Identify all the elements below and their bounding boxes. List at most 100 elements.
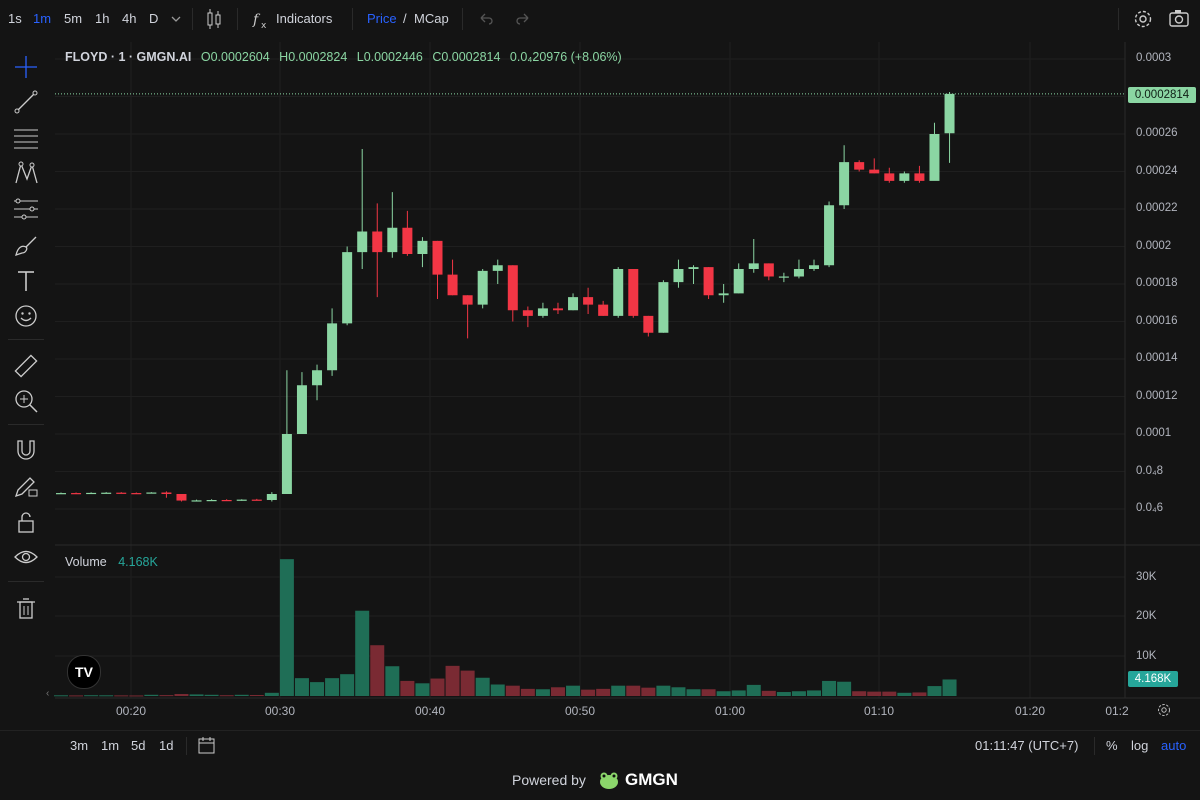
time-axis-label: 00:50 xyxy=(564,704,596,718)
candles xyxy=(56,92,955,502)
volume-bar xyxy=(234,694,249,696)
volume-bar xyxy=(626,685,641,696)
zoom-in-icon[interactable] xyxy=(12,387,40,415)
fib-tool-icon[interactable] xyxy=(12,195,40,223)
volume-bar xyxy=(445,665,460,696)
volume-bar xyxy=(460,670,475,696)
candle xyxy=(748,239,759,273)
volume-title: Volume xyxy=(65,555,107,569)
timeframe-1s[interactable]: 1s xyxy=(8,11,22,26)
undo-icon[interactable] xyxy=(478,0,494,38)
range-3m[interactable]: 3m xyxy=(70,738,89,753)
timeframe-4h[interactable]: 4h xyxy=(122,11,137,26)
legend-close: C0.0002814 xyxy=(432,50,501,64)
range-1d[interactable]: 1d xyxy=(159,738,174,753)
settings-gear-icon[interactable] xyxy=(1132,0,1154,38)
candle xyxy=(402,210,413,256)
volume-bar xyxy=(520,688,535,696)
volume-bar xyxy=(791,691,806,696)
clock-timezone[interactable]: 01:11:47 (UTC+7) xyxy=(975,738,1079,753)
candle xyxy=(763,263,774,281)
screenshot-camera-icon[interactable] xyxy=(1168,0,1190,38)
crosshair-icon[interactable] xyxy=(12,53,40,81)
symbol-title[interactable]: FLOYD · 1 · GMGN.AI xyxy=(65,50,192,64)
volume-bar xyxy=(927,686,942,696)
pattern-tool-icon[interactable] xyxy=(12,159,40,187)
range-1m[interactable]: 1m xyxy=(101,738,120,753)
timeframe-D[interactable]: D xyxy=(149,11,159,26)
candle xyxy=(266,492,277,502)
volume-bar xyxy=(882,691,897,696)
svg-text:x: x xyxy=(261,21,267,31)
candle xyxy=(101,492,112,494)
emoji-smile-icon[interactable] xyxy=(12,302,40,330)
axis-settings-gear-icon[interactable] xyxy=(1156,702,1172,723)
candle xyxy=(432,240,443,299)
candle xyxy=(146,492,157,494)
candle xyxy=(793,259,804,279)
volume-bar xyxy=(701,689,716,696)
timeframe-5m[interactable]: 5m xyxy=(64,11,83,26)
volume-bar xyxy=(415,683,430,696)
time-axis-label: 00:30 xyxy=(264,704,296,718)
candle xyxy=(929,122,940,181)
price-axis-label: 0.0001 xyxy=(1136,427,1172,439)
trend-line-icon[interactable] xyxy=(12,88,40,116)
trash-icon[interactable] xyxy=(12,594,40,622)
candle xyxy=(583,287,594,314)
drawing-toolbar xyxy=(0,38,52,730)
candle xyxy=(387,192,398,258)
candle xyxy=(628,269,639,318)
candle xyxy=(869,158,880,174)
candle xyxy=(131,492,142,495)
candle xyxy=(658,280,669,333)
magnet-icon[interactable] xyxy=(12,436,40,464)
timeframe-dropdown-chevron-icon[interactable] xyxy=(170,0,182,38)
tradingview-logo[interactable]: TV xyxy=(67,655,101,689)
gmgn-brand[interactable]: GMGN xyxy=(625,770,678,789)
volume-bar xyxy=(671,687,686,696)
candle xyxy=(884,167,895,183)
divider xyxy=(8,339,44,340)
volume-bar xyxy=(837,681,852,696)
volume-bar xyxy=(129,695,144,697)
auto-scale-toggle[interactable]: auto xyxy=(1161,738,1187,753)
text-tool-icon[interactable] xyxy=(12,267,40,295)
volume-bar xyxy=(54,695,68,697)
volume-bar xyxy=(159,695,174,697)
volume-bar xyxy=(385,666,400,696)
lock-icon[interactable] xyxy=(12,508,40,536)
volume-bar xyxy=(264,692,279,696)
range-5d[interactable]: 5d xyxy=(131,738,146,753)
redo-icon[interactable] xyxy=(515,0,531,38)
volume-bar xyxy=(852,691,867,696)
scroll-left-chevron-icon[interactable]: ‹ xyxy=(46,688,50,699)
candle xyxy=(342,246,353,326)
price-axis-label: 0.00016 xyxy=(1136,314,1178,327)
brush-icon[interactable] xyxy=(12,231,40,259)
price-toggle[interactable]: Price xyxy=(367,11,397,26)
log-scale-toggle[interactable]: log xyxy=(1131,738,1149,753)
percent-scale-toggle[interactable]: % xyxy=(1106,738,1118,753)
candle xyxy=(116,492,127,494)
timeframe-1m[interactable]: 1m xyxy=(33,11,52,26)
indicators-button[interactable]: Indicators xyxy=(276,11,333,26)
candle xyxy=(733,263,744,294)
mcap-toggle[interactable]: MCap xyxy=(414,11,449,26)
ohlc-legend: FLOYD · 1 · GMGN.AI O0.0002604 H0.000282… xyxy=(65,50,628,64)
gmgn-frog-logo-icon xyxy=(597,768,621,795)
candle-type-icon[interactable] xyxy=(205,0,223,38)
price-axis-label: 0.00022 xyxy=(1136,202,1178,214)
horizontal-lines-icon[interactable] xyxy=(12,124,40,152)
candle xyxy=(176,494,187,502)
volume-bar xyxy=(867,691,882,696)
ruler-measure-icon[interactable] xyxy=(12,352,40,380)
visibility-eye-icon[interactable] xyxy=(12,543,40,571)
volume-bar xyxy=(942,679,957,696)
candle xyxy=(251,498,262,501)
date-range-calendar-icon[interactable] xyxy=(197,731,217,761)
timeframe-1h[interactable]: 1h xyxy=(95,11,110,26)
lock-drawing-pencil-icon[interactable] xyxy=(12,472,40,500)
